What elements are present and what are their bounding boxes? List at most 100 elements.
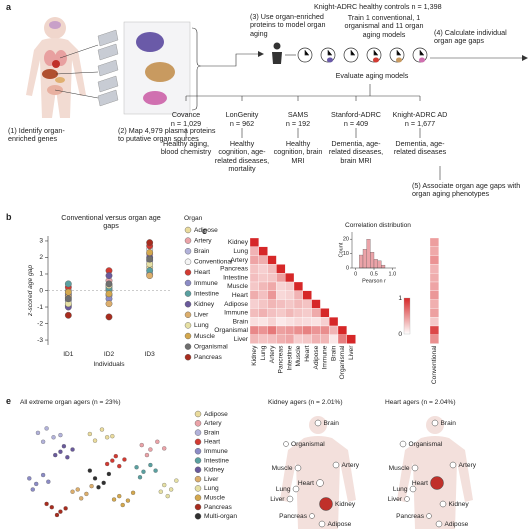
data-point [146,239,154,247]
heatmap-cell [329,325,339,335]
heatmap-cell [320,325,330,335]
cohort-header: LonGenity n = 962 [212,98,272,128]
heatmap-cell [429,299,439,309]
data-point [153,468,158,473]
legend-label: Brain [194,248,210,255]
data-point [64,311,72,319]
legend-label: Artery [204,420,222,427]
data-point [63,506,68,511]
cohort-name: Knight-ADRC AD [392,110,448,120]
heatmap-cell [267,255,277,265]
legend-label: Kidney [194,301,215,308]
heatmap-cell [429,281,439,291]
organ-label: Adipose [328,521,352,528]
cohort-phenotypes: Dementia, age-related diseases, brain MR… [328,139,384,165]
heatmap-cell [293,290,303,300]
training-cohort: Knight-ADRC healthy controls n = 1,398 [314,2,442,11]
legend-label: Kidney [204,467,225,474]
legend-marker [184,237,192,244]
x-tick-label: ID1 [63,351,74,358]
cohort-size: n = 1,029 [170,118,202,128]
protein-strips [97,29,119,107]
x-axis-label: Individuals [93,361,125,368]
heatmap-cell [276,264,286,274]
heatmap-cell [276,334,286,344]
data-point [158,489,163,494]
y-tick-label: 10 [343,251,349,257]
row-label: Artery [230,257,248,264]
data-point [146,249,154,256]
data-point [105,435,110,440]
heatmap-cell [249,264,259,274]
legend-marker [184,311,192,318]
heatmap-cell [285,334,295,344]
heatmap-cell [311,334,321,344]
data-point [130,490,136,495]
heatmap-cell [302,334,312,344]
cohort-header: Knight-ADRC AD n = 1,677 [390,98,450,128]
data-point [162,446,167,451]
y-axis-label: Count [338,242,344,257]
legend-label: Adipose [204,411,228,418]
data-point [64,288,72,296]
heatmap-cell [293,325,303,335]
heatmap-cell [249,325,259,335]
organ-node [314,419,322,427]
data-point [105,290,113,298]
heatmap-cell [302,325,312,335]
cohort-name: LonGenity [225,110,259,120]
legend-marker [194,513,202,520]
data-point [92,476,98,481]
heatmap-cell [337,334,347,344]
data-point [117,464,122,469]
x-tick-label: 0.5 [370,271,378,277]
data-point [137,475,143,480]
data-point [155,439,160,444]
data-point [139,442,144,448]
organ-label: Artery [342,462,360,469]
heatmap-cell [258,325,268,335]
data-point [87,468,92,473]
cohort-header: Stanford-ADRC n = 409 [326,98,386,128]
legend-label: Lung [204,485,219,492]
x-axis-label: Pearson r [362,278,386,284]
organ-label: Brain [324,420,340,427]
heatmap-cell [329,317,339,327]
heatmap-cell [249,273,259,283]
heatmap-cell [302,290,312,300]
data-point [44,426,49,431]
organ-node [294,464,302,472]
legend-label: Adipose [194,227,218,234]
data-point [30,487,35,492]
inset-title: Correlation distribution [345,222,411,229]
legend-label: Brain [204,429,220,436]
column-label: Muscle [295,345,302,366]
heatmap-cell [429,325,439,335]
organ-node [316,479,324,487]
organ-node [286,495,294,503]
data-point [110,458,115,463]
column-label: Intestine [286,345,293,370]
cohort-phenotypes: Dementia, age-related diseases [393,139,447,157]
heatmap-cell [276,281,286,291]
data-point [162,482,167,488]
organ-node [439,500,447,508]
histogram-bar [359,254,364,269]
heatmap-cell [249,317,259,327]
heatmap-cell [429,317,439,327]
heatmap-cell [311,325,321,335]
histogram-bar [366,239,371,269]
y-tick-label: 3 [39,238,43,245]
colorbar-label: 0 [398,331,402,338]
heatmap-cell [276,325,286,335]
legend-label: Liver [204,476,219,483]
row-label: Brain [233,318,249,325]
data-point [75,487,80,492]
data-point [146,255,154,263]
y-tick-label: -1 [37,304,43,311]
row-label: Muscle [227,283,248,290]
data-point [122,457,127,462]
organ-label: Adipose [445,521,469,528]
heatmap-cell [429,264,439,274]
heatmap-cell [258,264,268,274]
